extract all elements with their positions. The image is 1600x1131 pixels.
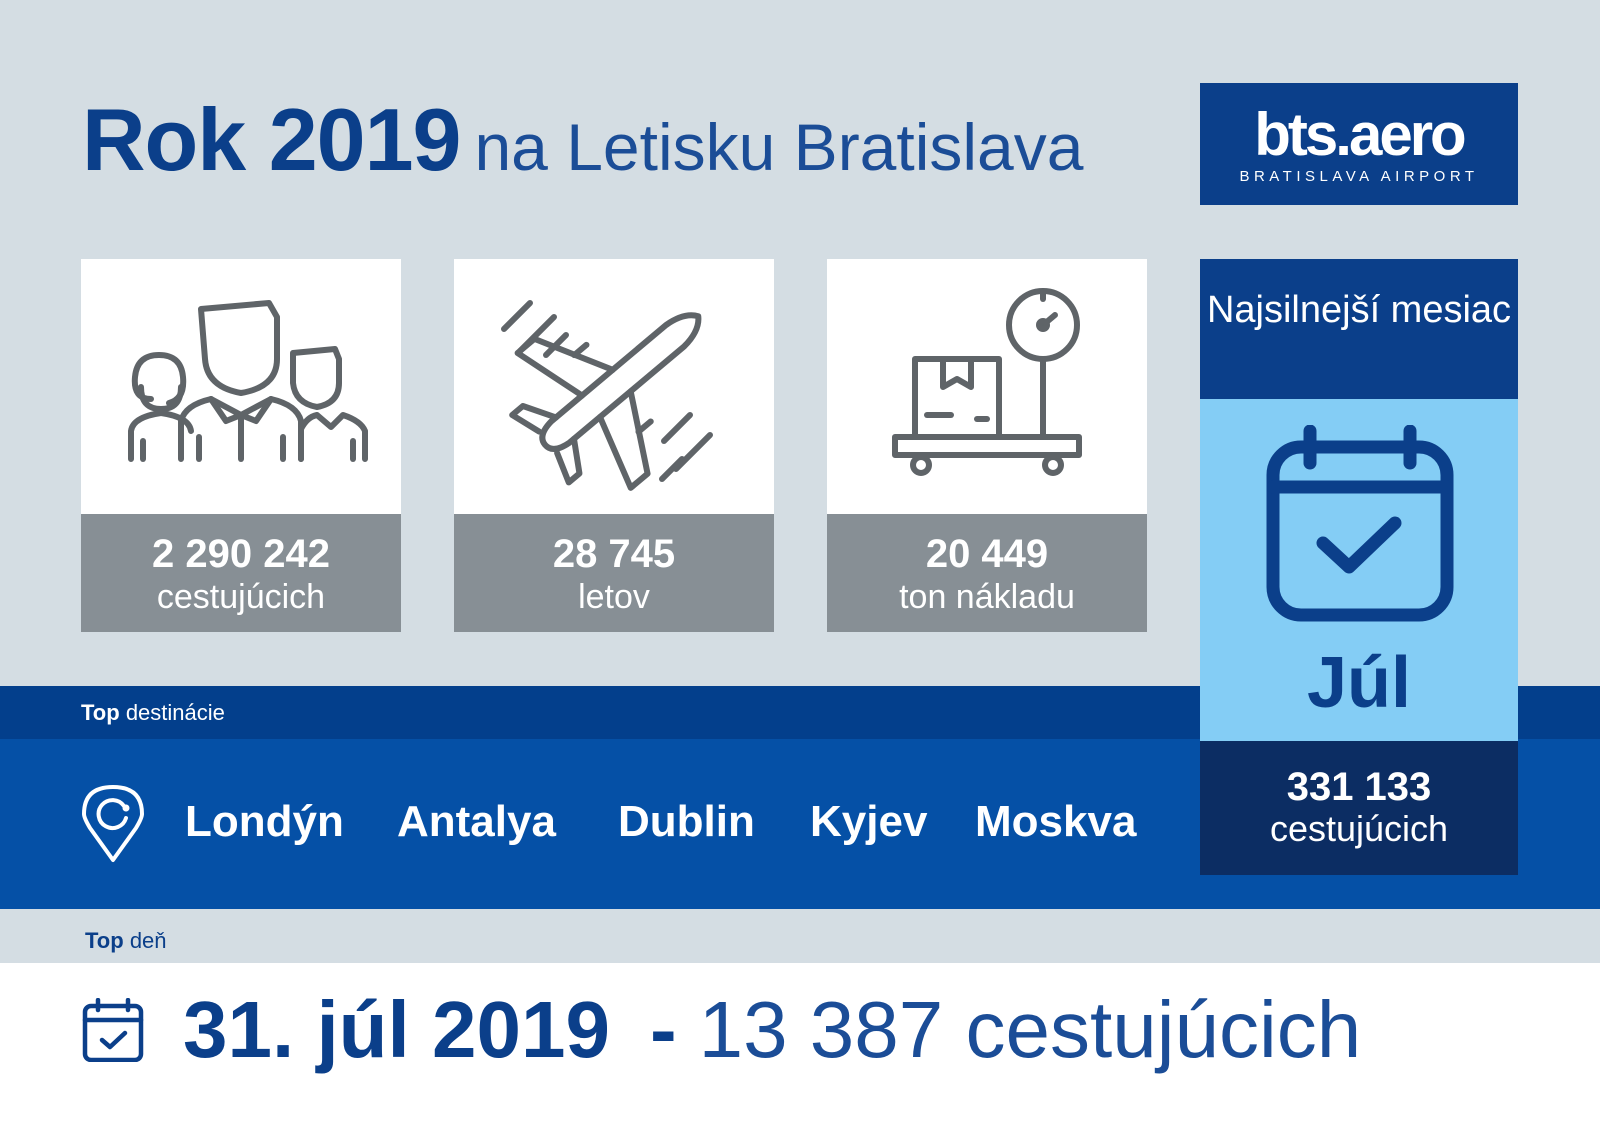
stat-value: 20 449 <box>925 532 1049 576</box>
top-month-value: 331 133 <box>1286 765 1432 809</box>
destination-item: Kyjev <box>810 797 928 846</box>
destination-item: Londýn <box>185 797 344 846</box>
top-month-label: cestujúcich <box>1269 808 1449 849</box>
stat-label: ton nákladu <box>899 578 1075 616</box>
top-day-text: 31. júl 2019-13 387 cestujúcich <box>183 990 1361 1070</box>
page-title: Rok 2019 na Letisku Bratislava <box>82 96 1083 184</box>
top-day-count: 13 387 cestujúcich <box>698 985 1362 1074</box>
logo-subtitle: BRATISLAVA AIRPORT <box>1239 168 1479 185</box>
logo-brand: bts.aero <box>1254 101 1466 168</box>
calendar-check-icon <box>1265 424 1455 630</box>
stat-label: cestujúcich <box>156 578 326 616</box>
destination-item: Moskva <box>975 797 1137 846</box>
top-day-date: 31. júl 2019 <box>183 985 610 1074</box>
top-month-heading: Najsilnejší mesiac <box>1200 259 1518 399</box>
bts-logo: bts.aero BRATISLAVA AIRPORT <box>1200 83 1518 205</box>
top-day-band <box>0 963 1600 1131</box>
stat-box-flights: 28 745 letov <box>454 514 774 632</box>
stat-box-passengers: 2 290 242 cestujúcich <box>81 514 401 632</box>
stat-card-flights: 28 745 letov <box>454 259 774 632</box>
calendar-check-icon <box>82 997 144 1067</box>
destination-item: Dublin <box>618 797 755 846</box>
destination-item: Antalya <box>397 797 556 846</box>
stat-value: 28 745 <box>552 532 676 576</box>
top-day-dash: - <box>649 985 677 1074</box>
cargo-scale-icon <box>827 259 1147 514</box>
top-month-panel: Najsilnejší mesiac Júl 331 133 cestujúci… <box>1200 259 1518 875</box>
airplane-icon <box>454 259 774 514</box>
stat-card-passengers: 2 290 242 cestujúcich <box>81 259 401 632</box>
people-icon <box>81 259 401 514</box>
stat-label: letov <box>578 578 650 616</box>
top-day-label: Top deň <box>85 928 167 953</box>
title-year: Rok 2019 <box>82 90 461 189</box>
top-month-name: Júl <box>1306 643 1412 723</box>
top-month-stats: 331 133 cestujúcich <box>1200 741 1518 875</box>
stat-value: 2 290 242 <box>152 532 330 576</box>
stat-box-cargo: 20 449 ton nákladu <box>827 514 1147 632</box>
stat-card-cargo: 20 449 ton nákladu <box>827 259 1147 632</box>
top-destinations-label: Top destinácie <box>81 700 225 725</box>
top-month-body: Júl <box>1200 399 1518 741</box>
title-subtitle: na Letisku Bratislava <box>474 110 1084 184</box>
location-pin-icon <box>82 784 144 869</box>
